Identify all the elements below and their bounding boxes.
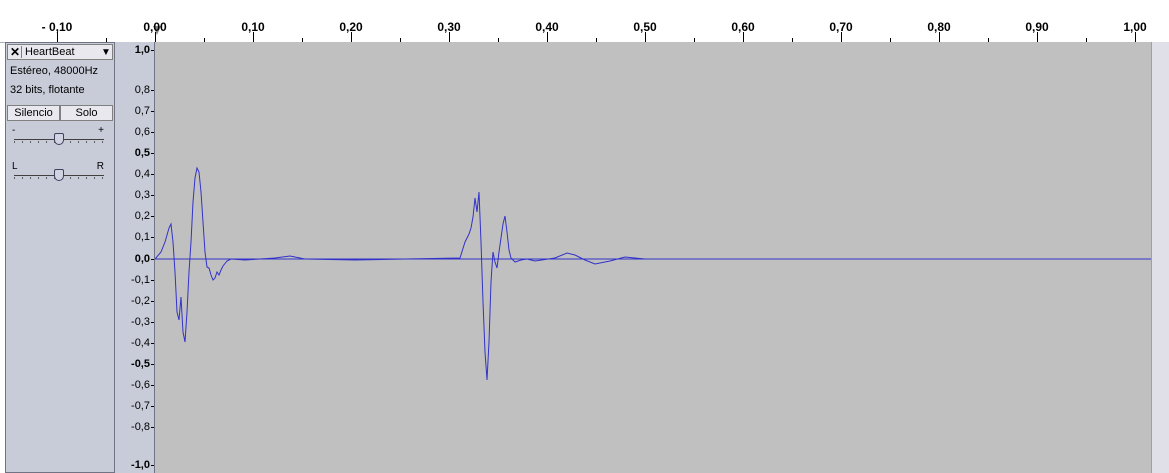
track-control-panel: ✕ HeartBeat ▼ Estéreo, 48000Hz 32 bits, … xyxy=(5,42,115,473)
amplitude-scale-tick xyxy=(151,406,154,407)
amplitude-scale-label: -0,7 xyxy=(131,400,150,412)
amplitude-scale-tick xyxy=(151,174,154,175)
pan-slider[interactable]: L R xyxy=(12,161,106,183)
time-ruler-minor-tick xyxy=(988,38,989,42)
amplitude-scale-label: -0,3 xyxy=(131,316,150,328)
amplitude-scale-tick xyxy=(151,427,154,428)
amplitude-scale-tick xyxy=(151,216,154,217)
time-ruler-minor-tick xyxy=(890,38,891,42)
close-icon[interactable]: ✕ xyxy=(9,45,22,59)
amplitude-scale-tick xyxy=(151,465,154,466)
waveform-display[interactable] xyxy=(155,42,1151,473)
time-ruler[interactable]: - 0,10 0,00 0,10 0,20 0,30 0,40 0,50 0,60 0,70 0,… xyxy=(0,0,1169,43)
time-ruler-label: 0,00 xyxy=(143,20,167,34)
time-ruler-minor-tick xyxy=(694,38,695,42)
time-ruler-tick xyxy=(253,32,254,42)
amplitude-scale-label: 0,7 xyxy=(134,105,150,117)
amplitude-scale-label: -0,1 xyxy=(131,274,150,286)
amplitude-scale-tick xyxy=(151,132,154,133)
amplitude-scale-label: 0,1 xyxy=(134,231,150,243)
gain-plus-label: + xyxy=(98,125,104,136)
track-header: ✕ HeartBeat ▼ xyxy=(7,44,113,60)
time-ruler-label: 0,60 xyxy=(731,20,755,34)
time-ruler-minor-tick xyxy=(792,38,793,42)
amplitude-scale-label: 0,0 xyxy=(134,253,150,265)
amplitude-scale-label: 1,0 xyxy=(134,44,150,56)
time-ruler-label: 0,90 xyxy=(1025,20,1049,34)
amplitude-scale-label: 0,5 xyxy=(134,147,150,159)
time-ruler-minor-tick xyxy=(204,38,205,42)
amplitude-scale-label: -0,6 xyxy=(131,379,150,391)
time-ruler-minor-tick xyxy=(106,38,107,42)
amplitude-scale-tick xyxy=(151,195,154,196)
waveform-line xyxy=(155,166,1151,381)
amplitude-scale-tick xyxy=(151,237,154,238)
amplitude-scale-tick xyxy=(151,364,154,365)
time-ruler-minor-tick xyxy=(302,38,303,42)
gain-slider[interactable]: - + xyxy=(12,125,106,147)
mute-button[interactable]: Silencio xyxy=(7,105,60,121)
amplitude-scale-label: 0,4 xyxy=(134,168,150,180)
amplitude-scale-label: -0,8 xyxy=(131,421,150,433)
gain-minus-label: - xyxy=(12,125,16,136)
pan-left-label: L xyxy=(12,161,18,172)
amplitude-scale-label: 0,2 xyxy=(134,210,150,222)
time-ruler-label: 0,20 xyxy=(339,20,363,34)
amplitude-scale-tick xyxy=(151,259,154,260)
amplitude-scale-label: -0,5 xyxy=(131,358,150,370)
amplitude-scale-tick xyxy=(151,111,154,112)
track-right-edge xyxy=(1151,42,1169,473)
track-format-info: Estéreo, 48000Hz xyxy=(10,65,99,77)
track-name-label[interactable]: HeartBeat xyxy=(25,46,75,58)
time-ruler-minor-tick xyxy=(596,38,597,42)
time-ruler-tick xyxy=(1037,32,1038,42)
track-button-row: Silencio Solo xyxy=(7,105,113,121)
time-ruler-tick xyxy=(449,32,450,42)
time-ruler-label: 0,10 xyxy=(241,20,265,34)
gain-slider-thumb[interactable] xyxy=(54,133,64,145)
amplitude-scale-label: -1,0 xyxy=(131,459,150,471)
amplitude-scale-label: -0,2 xyxy=(131,295,150,307)
time-ruler-label: 0,80 xyxy=(927,20,951,34)
waveform-svg xyxy=(155,166,1151,381)
amplitude-scale-tick xyxy=(151,50,154,51)
audio-track: ✕ HeartBeat ▼ Estéreo, 48000Hz 32 bits, … xyxy=(5,42,1169,473)
amplitude-scale[interactable]: 1,0 0,8 0,7 0,6 0,5 0,4 0,3 0,2 0,1 0,0 -0,1 -0,2 -0… xyxy=(115,42,155,473)
time-ruler-tick xyxy=(841,32,842,42)
amplitude-scale-label: 0,6 xyxy=(134,126,150,138)
time-ruler-label: 0,30 xyxy=(437,20,461,34)
time-ruler-tick xyxy=(1135,32,1136,42)
time-ruler-label: 1,00 xyxy=(1123,20,1147,34)
solo-button[interactable]: Solo xyxy=(60,105,113,121)
amplitude-scale-tick xyxy=(151,301,154,302)
time-ruler-minor-tick xyxy=(1086,38,1087,42)
time-ruler-tick xyxy=(57,32,58,42)
time-ruler-tick xyxy=(351,32,352,42)
playhead-marker-icon[interactable] xyxy=(153,26,161,35)
time-ruler-tick xyxy=(939,32,940,42)
time-ruler-label: 0,70 xyxy=(829,20,853,34)
amplitude-scale-tick xyxy=(151,153,154,154)
amplitude-scale-label: 0,3 xyxy=(134,189,150,201)
amplitude-scale-tick xyxy=(151,385,154,386)
time-ruler-tick xyxy=(155,32,156,42)
amplitude-scale-tick xyxy=(151,322,154,323)
amplitude-scale-label: -0,4 xyxy=(131,337,150,349)
time-ruler-tick xyxy=(743,32,744,42)
time-ruler-label: 0,40 xyxy=(535,20,559,34)
amplitude-scale-tick xyxy=(151,343,154,344)
amplitude-scale-tick xyxy=(151,280,154,281)
time-ruler-label: 0,50 xyxy=(633,20,657,34)
amplitude-scale-tick xyxy=(151,90,154,91)
time-ruler-tick xyxy=(645,32,646,42)
track-bits-info: 32 bits, flotante xyxy=(10,84,85,96)
pan-slider-thumb[interactable] xyxy=(54,169,64,181)
time-ruler-minor-tick xyxy=(498,38,499,42)
pan-right-label: R xyxy=(96,161,104,172)
time-ruler-tick xyxy=(547,32,548,42)
amplitude-scale-label: 0,8 xyxy=(134,84,150,96)
dropdown-arrow-icon[interactable]: ▼ xyxy=(101,46,111,58)
time-ruler-minor-tick xyxy=(400,38,401,42)
time-ruler-label: - 0,10 xyxy=(41,20,73,34)
